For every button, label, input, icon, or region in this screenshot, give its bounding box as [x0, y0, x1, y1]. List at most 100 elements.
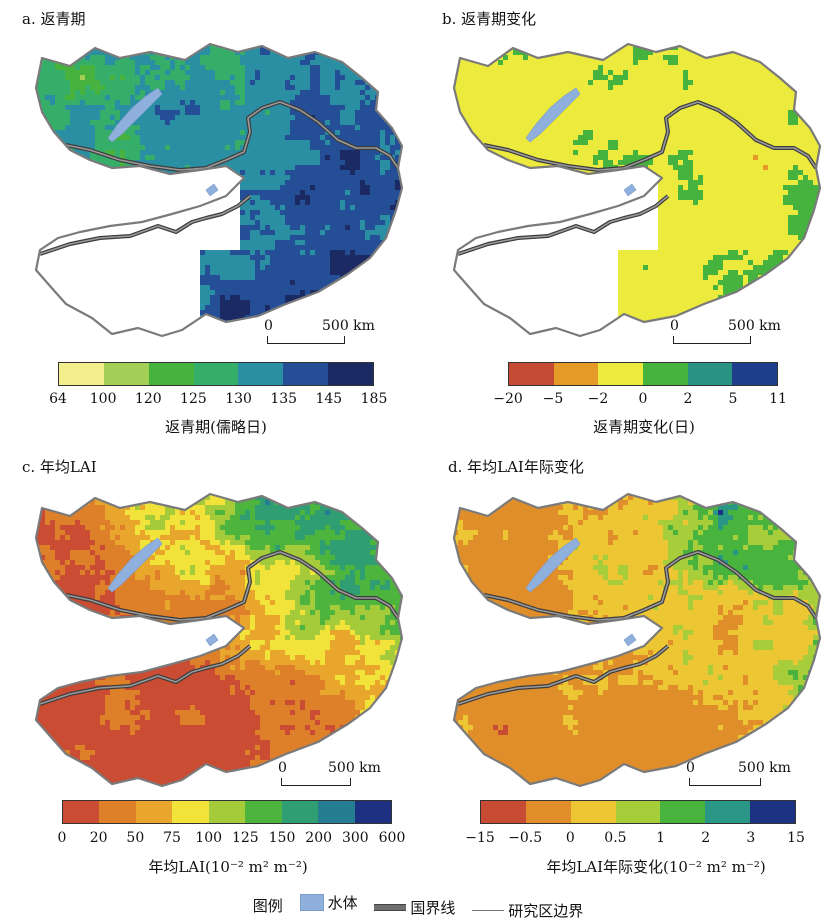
- colorbar-tick-label: 130: [225, 391, 252, 407]
- colorbar-tick-label: 11: [769, 391, 787, 407]
- water-body: [205, 633, 219, 647]
- water-body: [525, 537, 581, 593]
- scale-bar: 0 500 km: [264, 318, 384, 348]
- scale-distance: 500 km: [322, 318, 375, 334]
- scale-zero: 0: [264, 318, 273, 334]
- colorbar-swatch: [509, 363, 554, 385]
- colorbar-swatch: [283, 363, 329, 385]
- colorbar-tick-label: 20: [89, 830, 108, 846]
- panel-a: a. 返青期 0 500 km 64 100 120 125 130 135 145 185 …: [0, 0, 418, 440]
- scale-line: [689, 778, 761, 786]
- map-lai-interannual-change: [452, 492, 822, 788]
- scale-zero: 0: [278, 760, 287, 776]
- colorbar-tick-label: 120: [134, 391, 162, 407]
- colorbar-swatch: [193, 363, 239, 385]
- legend-water-label: 水体: [327, 894, 358, 912]
- colorbar-tick-label: 600: [378, 830, 406, 846]
- colorbar-swatch: [208, 801, 246, 823]
- colorbar-tick-label: 0.5: [604, 830, 627, 846]
- colorbar-swatch: [687, 363, 733, 385]
- colorbar-swatch: [705, 801, 751, 823]
- colorbar-tick-label: 0: [57, 830, 67, 846]
- colorbar-tick-label: −5: [542, 391, 564, 407]
- colorbar-tick-label: 145: [315, 391, 343, 407]
- colorbar-swatch: [354, 801, 391, 823]
- colorbar-ticks: −15 −0.5 0 0.5 1 2 3 15: [465, 830, 805, 848]
- colorbar-tick-label: 0: [638, 391, 648, 407]
- panel-title: d. 年均LAI年际变化: [448, 458, 584, 476]
- scale-distance: 500 km: [738, 760, 791, 776]
- scale-line: [281, 778, 351, 786]
- colorbar-swatch: [525, 801, 571, 823]
- scale-line: [673, 336, 751, 344]
- colorbar-swatch: [750, 801, 796, 823]
- colorbar-ticks: −20 −5 −2 0 2 5 11: [493, 391, 787, 409]
- water-body: [623, 633, 637, 647]
- colorbar-swatch: [59, 363, 104, 385]
- colorbar-ticks: 64 100 120 125 130 135 145 185: [49, 391, 387, 409]
- colorbar-swatch: [135, 801, 173, 823]
- colorbar-swatch: [63, 801, 100, 823]
- colorbar-tick-label: 75: [163, 830, 181, 846]
- colorbar: [480, 800, 796, 824]
- colorbar-tick-label: 200: [305, 830, 333, 846]
- colorbar-tick-label: 15: [787, 830, 805, 846]
- colorbar-tick-label: 2: [683, 391, 693, 407]
- legend-water: 水体: [299, 892, 358, 913]
- colorbar-ticks: 0 20 50 75 100 125 150 200 300 600: [58, 830, 406, 848]
- scale-zero: 0: [686, 760, 695, 776]
- legend-study-area: 研究区边界: [472, 900, 583, 921]
- colorbar-swatch: [318, 801, 355, 823]
- colorbar-tick-label: 2: [701, 830, 711, 846]
- colorbar-swatch: [570, 801, 616, 823]
- colorbar-label: 返青期变化(日): [593, 418, 695, 436]
- colorbar-swatch: [553, 363, 599, 385]
- scale-bar: 0 500 km: [278, 760, 398, 790]
- scale-distance: 500 km: [328, 760, 381, 776]
- legend-heading: 图例: [252, 897, 283, 915]
- scale-bar: 0 500 km: [670, 318, 790, 348]
- colorbar-swatch: [103, 363, 149, 385]
- water-body: [525, 87, 581, 143]
- panel-title: a. 返青期: [22, 10, 86, 28]
- study-area-swatch: [472, 910, 505, 911]
- colorbar-swatch: [615, 801, 661, 823]
- colorbar: [62, 800, 392, 824]
- colorbar-swatch: [99, 801, 136, 823]
- colorbar-tick-label: −2: [587, 391, 609, 407]
- colorbar-tick-label: −20: [493, 391, 523, 407]
- colorbar-swatch: [172, 801, 209, 823]
- colorbar-label: 返青期(儒略日): [165, 418, 267, 436]
- raster-cells: [36, 494, 402, 786]
- colorbar-tick-label: −15: [465, 830, 495, 846]
- scale-bar: 0 500 km: [686, 760, 806, 790]
- study-area-outline: [34, 492, 404, 788]
- colorbar-tick-label: 100: [89, 391, 117, 407]
- colorbar-tick-label: 0: [565, 830, 575, 846]
- water-swatch: [299, 894, 324, 911]
- colorbar-swatch: [238, 363, 284, 385]
- colorbar-swatch: [328, 363, 374, 385]
- colorbar-tick-label: 300: [341, 830, 369, 846]
- colorbar: [508, 362, 778, 386]
- colorbar-swatch: [148, 363, 194, 385]
- legend-national-border: 国界线: [374, 897, 455, 918]
- colorbar-swatch: [281, 801, 319, 823]
- national-border-swatch: [374, 904, 407, 911]
- colorbar-label: 年均LAI(10⁻² m² m⁻²): [148, 858, 308, 876]
- colorbar-tick-label: 3: [746, 830, 756, 846]
- colorbar-tick-label: −0.5: [508, 830, 543, 846]
- study-area-outline: [34, 42, 404, 338]
- colorbar-swatch: [643, 363, 688, 385]
- colorbar-swatch: [732, 363, 778, 385]
- water-body: [107, 537, 163, 593]
- raster-cells: [454, 494, 820, 786]
- study-area-outline: [452, 492, 822, 788]
- panel-b: b. 返青期变化 0 500 km −20 −5 −2 0 2 5 11 返青期变化(日): [418, 0, 836, 440]
- water-body: [107, 87, 163, 143]
- water-body: [205, 183, 219, 197]
- colorbar-tick-label: 5: [728, 391, 738, 407]
- study-area-outline: [452, 42, 822, 338]
- panel-title: c. 年均LAI: [22, 458, 97, 476]
- colorbar-tick-label: 100: [195, 830, 223, 846]
